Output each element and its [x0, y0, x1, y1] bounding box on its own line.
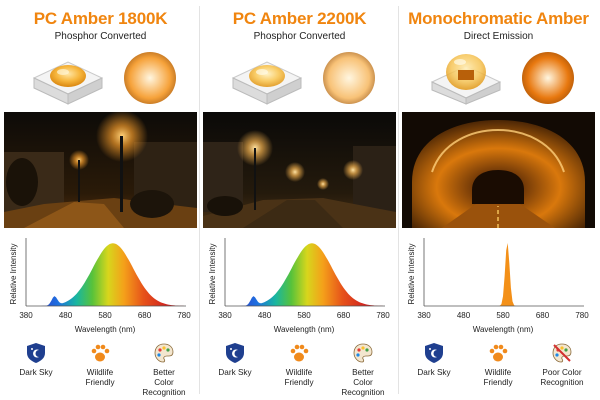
column-subtitle: Direct Emission [463, 31, 534, 42]
column-subtitle: Phosphor Converted [253, 31, 346, 42]
street-scene-photo [4, 112, 197, 228]
feature-icons: Dark Sky Wildlife Friendly Poor Color Re… [400, 342, 597, 400]
x-tick-label: 480 [258, 311, 272, 320]
y-axis-label: Relative Intensity [407, 244, 416, 305]
column-title: PC Amber 1800K [33, 9, 168, 28]
feature-label: Dark Sky [218, 368, 252, 377]
feature-label: Wildlife Friendly [85, 368, 115, 387]
feature-color-recognition: Better Color Recognition [331, 342, 395, 398]
light-glow-swatch [124, 52, 176, 104]
x-axis-label: Wavelength (nm) [274, 325, 335, 334]
led-chip-icon [430, 54, 502, 105]
light-glow-swatch [522, 52, 574, 104]
dark-sky-icon [425, 343, 443, 363]
spectrum-chart: 380 480 580 680 780 Wavelength (nm) Relative I… [407, 238, 589, 334]
column-monochromatic-amber: Monochromatic Amber Direct Emission [400, 0, 597, 400]
x-tick-label: 480 [59, 311, 73, 320]
column-pc-amber-1800k: PC Amber 1800K Phosphor Converted [2, 0, 199, 400]
x-axis-label: Wavelength (nm) [75, 325, 136, 334]
column-title: PC Amber 2200K [232, 9, 367, 28]
column-title: Monochromatic Amber [408, 9, 589, 28]
x-tick-label: 780 [376, 311, 390, 320]
paw-icon [290, 344, 309, 362]
led-chip-icon [231, 61, 303, 105]
feature-icons: Dark Sky Wildlife Friendly Better Color … [201, 342, 398, 400]
feature-icons: Dark Sky Wildlife Friendly Better Color … [2, 342, 199, 400]
x-tick-label: 780 [177, 311, 191, 320]
x-tick-label: 580 [297, 311, 311, 320]
spectrum-plot: 380 480 580 680 780 Wavelength (nm) Relative I… [9, 238, 191, 334]
x-tick-label: 380 [218, 311, 232, 320]
dark-sky-icon [226, 343, 244, 363]
x-tick-label: 680 [138, 311, 152, 320]
column-pc-amber-2200k: PC Amber 2200K Phosphor Converted [201, 0, 398, 400]
spectrum-curve [424, 243, 582, 306]
x-axis-label: Wavelength (nm) [473, 325, 534, 334]
feature-label: Dark Sky [417, 368, 451, 377]
spectrum-curve [225, 243, 383, 306]
feature-wildlife: Wildlife Friendly [466, 342, 530, 388]
feature-color-recognition: Poor Color Recognition [530, 342, 594, 388]
feature-dark-sky: Dark Sky [4, 342, 68, 378]
feature-dark-sky: Dark Sky [402, 342, 466, 378]
spectrum-chart: 380 480 580 680 780 Wavelength (nm) Relative I… [208, 238, 390, 334]
y-axis-label: Relative Intensity [208, 244, 217, 305]
feature-label: Wildlife Friendly [284, 368, 314, 387]
paw-icon [489, 344, 508, 362]
palette-crossed-icon [552, 343, 572, 363]
palette-icon [353, 343, 373, 363]
feature-label: Better Color Recognition [142, 368, 186, 397]
x-tick-label: 680 [536, 311, 550, 320]
y-axis-label: Relative Intensity [9, 244, 18, 305]
feature-wildlife: Wildlife Friendly [267, 342, 331, 388]
column-divider [199, 6, 200, 394]
x-tick-label: 380 [417, 311, 431, 320]
spectrum-plot: 380 480 580 680 780 Wavelength (nm) Relative I… [208, 238, 390, 334]
x-tick-label: 680 [337, 311, 351, 320]
dark-sky-icon [27, 343, 45, 363]
tunnel-scene-photo [402, 112, 595, 228]
feature-dark-sky: Dark Sky [203, 342, 267, 378]
spectrum-curve [26, 243, 184, 306]
x-tick-label: 480 [457, 311, 471, 320]
feature-label: Dark Sky [19, 368, 53, 377]
street-scene-photo [203, 112, 396, 228]
paw-icon [91, 344, 110, 362]
column-divider [398, 6, 399, 394]
feature-label: Better Color Recognition [341, 368, 385, 397]
feature-label: Poor Color Recognition [540, 368, 584, 387]
led-chip-icon [32, 61, 104, 105]
x-tick-label: 780 [575, 311, 589, 320]
x-tick-label: 380 [19, 311, 33, 320]
palette-icon [154, 343, 174, 363]
x-tick-label: 580 [496, 311, 510, 320]
feature-color-recognition: Better Color Recognition [132, 342, 196, 398]
feature-label: Wildlife Friendly [483, 368, 513, 387]
column-subtitle: Phosphor Converted [54, 31, 147, 42]
spectrum-chart: 380 480 580 680 780 Wavelength (nm) Relative I… [9, 238, 191, 334]
light-glow-swatch [323, 52, 375, 104]
spectrum-plot: 380 480 580 680 780 Wavelength (nm) Relative I… [407, 238, 589, 334]
feature-wildlife: Wildlife Friendly [68, 342, 132, 388]
x-tick-label: 580 [98, 311, 112, 320]
